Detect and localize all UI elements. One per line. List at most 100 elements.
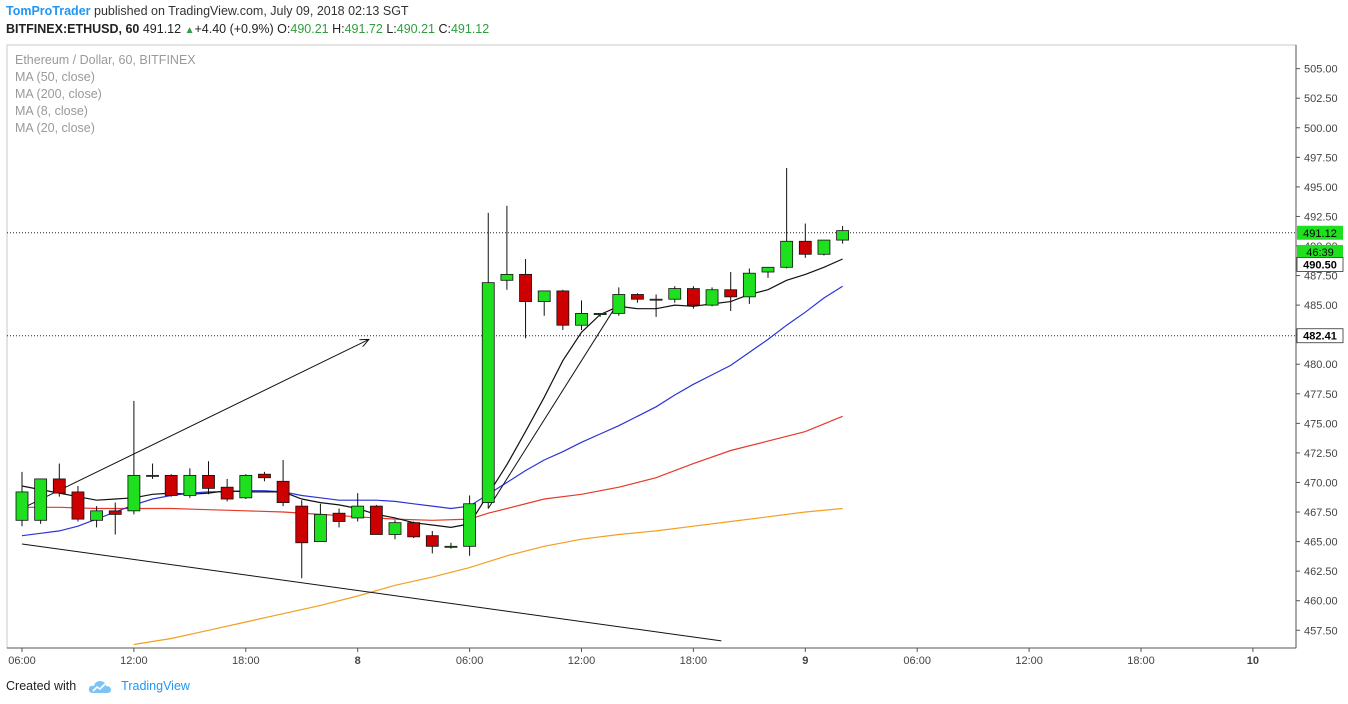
candle-body: [258, 473, 271, 479]
x-tick-label: 12:00: [568, 655, 596, 667]
candle-body: [164, 474, 178, 496]
created-with-label: Created with: [6, 679, 77, 693]
candle-body: [836, 230, 849, 241]
candle-body: [649, 298, 663, 301]
x-tick-label: 12:00: [120, 655, 148, 667]
candle-body: [351, 505, 365, 519]
ma20-line: [21, 285, 843, 537]
y-tick-label: 492.50: [1304, 211, 1338, 223]
x-tick-label: 8: [355, 655, 361, 667]
open-value: 490.21: [290, 22, 329, 36]
candle-body: [761, 266, 775, 273]
trendline: [487, 301, 620, 509]
price-tag: [1297, 244, 1343, 259]
ohlc-line: BITFINEX:ETHUSD, 60 491.12 ▲+4.40 (+0.9%…: [6, 22, 489, 36]
candle-body: [276, 480, 290, 503]
low-value: 490.21: [396, 22, 435, 36]
candle-body: [108, 510, 122, 515]
y-tick-label: 465.00: [1304, 537, 1338, 549]
symbol-label: BITFINEX:ETHUSD, 60: [6, 22, 140, 36]
x-tick-label: 06:00: [456, 655, 484, 667]
y-tick-label: 480.00: [1304, 359, 1338, 371]
candle-body: [90, 510, 103, 521]
price-tag-label: 482.41: [1303, 331, 1337, 343]
candle-body: [817, 239, 831, 255]
y-tick-label: 472.50: [1304, 448, 1338, 460]
candle-body: [239, 474, 253, 499]
y-tick-label: 462.50: [1304, 566, 1338, 578]
legend-ma8: MA (8, close): [15, 104, 88, 118]
candle-body: [481, 282, 495, 503]
trendline: [21, 543, 722, 642]
x-tick-label: 18:00: [680, 655, 708, 667]
price-tag: [1297, 225, 1343, 240]
candle-body: [220, 486, 234, 500]
price-tag-label: 46:39: [1306, 247, 1334, 259]
candle-body: [519, 273, 532, 302]
tradingview-link[interactable]: TradingView: [121, 679, 190, 693]
candle-body: [575, 312, 588, 326]
y-tick-label: 495.00: [1304, 182, 1338, 194]
low-label: L:: [386, 22, 397, 36]
candle-body: [612, 294, 626, 314]
x-tick-label: 9: [802, 655, 808, 667]
legend-ma200: MA (200, close): [15, 87, 102, 101]
y-tick-label: 477.50: [1304, 389, 1338, 401]
candle-body: [593, 312, 607, 315]
y-tick-label: 485.00: [1304, 300, 1338, 312]
candle-body: [668, 288, 682, 300]
y-tick-label: 497.50: [1304, 152, 1338, 164]
candle-body: [463, 503, 477, 547]
candle-body: [687, 288, 700, 306]
candle-body: [742, 272, 756, 298]
close-label: C:: [438, 22, 451, 36]
candle-body: [52, 478, 66, 494]
x-tick-label: 06:00: [903, 655, 931, 667]
author-link[interactable]: TomProTrader: [6, 4, 91, 18]
price-tag: [1296, 328, 1344, 344]
y-tick-label: 467.50: [1304, 507, 1338, 519]
x-tick-label: 06:00: [8, 655, 36, 667]
price-tag-label: 491.12: [1303, 228, 1337, 240]
candle-body: [332, 512, 346, 522]
candle-body: [313, 513, 327, 542]
y-tick-label: 505.00: [1304, 64, 1338, 76]
price-tag-label: 490.50: [1303, 259, 1337, 271]
tradingview-cloud-icon: [88, 680, 111, 693]
y-tick-label: 502.50: [1304, 93, 1338, 105]
ma200-line: [133, 507, 843, 646]
published-line: TomProTrader published on TradingView.co…: [6, 4, 409, 18]
candle-body: [537, 290, 551, 302]
x-tick-label: 10: [1247, 655, 1259, 667]
candle-body: [444, 545, 458, 548]
up-arrow-icon: ▲: [184, 25, 195, 36]
candle-body: [407, 522, 421, 538]
footer: Created with TradingView: [6, 679, 190, 694]
high-value: 491.72: [344, 22, 383, 36]
ma50-line: [22, 415, 843, 521]
candle-body: [202, 474, 215, 489]
last-price: 491.12: [142, 22, 182, 36]
y-tick-label: 475.00: [1304, 418, 1338, 430]
plot-frame: [6, 44, 1297, 649]
candle-body: [295, 505, 309, 544]
candle-body: [146, 474, 159, 477]
candle-body: [705, 289, 719, 306]
x-tick-label: 12:00: [1015, 655, 1043, 667]
candle-body: [127, 474, 141, 512]
candle-body: [780, 240, 794, 268]
close-value: 491.12: [450, 22, 490, 36]
candle-body: [724, 289, 738, 298]
price-change: +4.40 (+0.9%): [194, 22, 274, 36]
candle-body: [71, 491, 85, 520]
candle-body: [425, 535, 439, 547]
ma8-line: [21, 258, 843, 529]
trendline: [21, 339, 369, 509]
candle-body: [388, 522, 402, 535]
x-tick-label: 18:00: [1127, 655, 1155, 667]
y-tick-label: 487.50: [1304, 271, 1338, 283]
x-tick-label: 18:00: [232, 655, 260, 667]
legend-title: Ethereum / Dollar, 60, BITFINEX: [15, 53, 196, 67]
candle-body: [15, 491, 29, 521]
